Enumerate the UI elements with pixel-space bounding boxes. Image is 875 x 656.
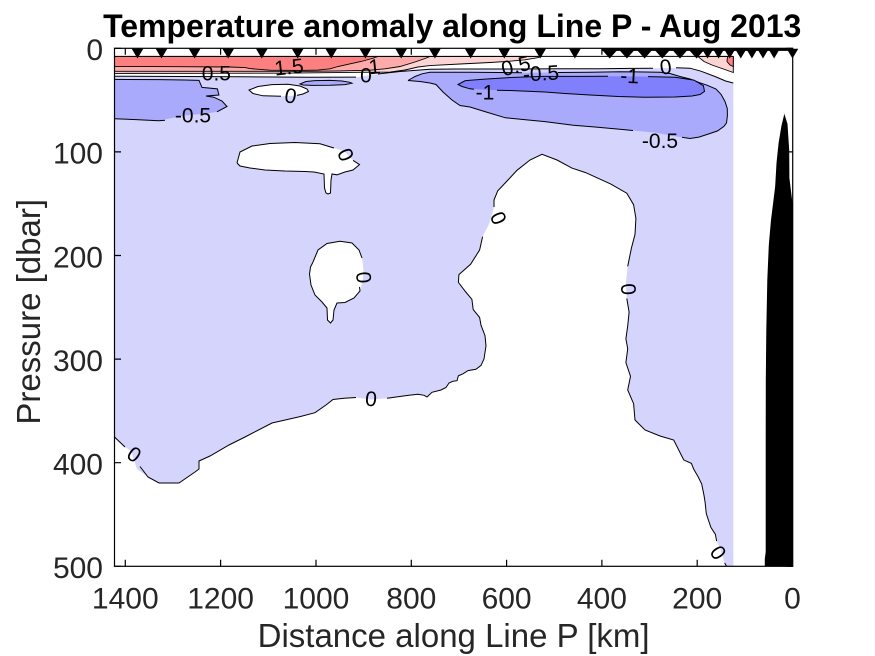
svg-text:100: 100 <box>53 138 103 171</box>
svg-text:200: 200 <box>672 583 722 616</box>
svg-text:400: 400 <box>577 583 627 616</box>
svg-text:1.5: 1.5 <box>273 55 304 81</box>
svg-text:400: 400 <box>53 449 103 482</box>
svg-text:0.5: 0.5 <box>202 63 231 86</box>
svg-text:0: 0 <box>360 65 372 88</box>
svg-text:-1: -1 <box>476 82 495 105</box>
svg-text:0: 0 <box>616 282 640 296</box>
svg-text:500: 500 <box>53 552 103 585</box>
svg-text:0: 0 <box>86 34 103 67</box>
svg-text:-1: -1 <box>620 65 640 89</box>
svg-text:Pressure [dbar]: Pressure [dbar] <box>10 199 47 425</box>
svg-text:-0.5: -0.5 <box>642 130 678 153</box>
svg-text:-0.5: -0.5 <box>175 105 211 128</box>
svg-text:0: 0 <box>283 84 299 109</box>
svg-text:600: 600 <box>482 583 532 616</box>
svg-text:Temperature anomaly along Line: Temperature anomaly along Line P - Aug 2… <box>103 8 801 44</box>
svg-text:300: 300 <box>53 345 103 378</box>
svg-text:0: 0 <box>364 388 378 412</box>
svg-text:200: 200 <box>53 241 103 274</box>
svg-text:-0.5: -0.5 <box>522 62 559 87</box>
svg-text:0: 0 <box>658 55 673 79</box>
svg-text:1200: 1200 <box>187 583 254 616</box>
svg-text:Distance along Line P [km]: Distance along Line P [km] <box>258 617 650 654</box>
svg-text:1400: 1400 <box>92 583 159 616</box>
svg-text:800: 800 <box>386 583 436 616</box>
svg-text:1: 1 <box>367 55 381 79</box>
svg-text:1000: 1000 <box>283 583 350 616</box>
svg-text:0: 0 <box>784 583 801 616</box>
svg-text:0: 0 <box>351 271 375 285</box>
